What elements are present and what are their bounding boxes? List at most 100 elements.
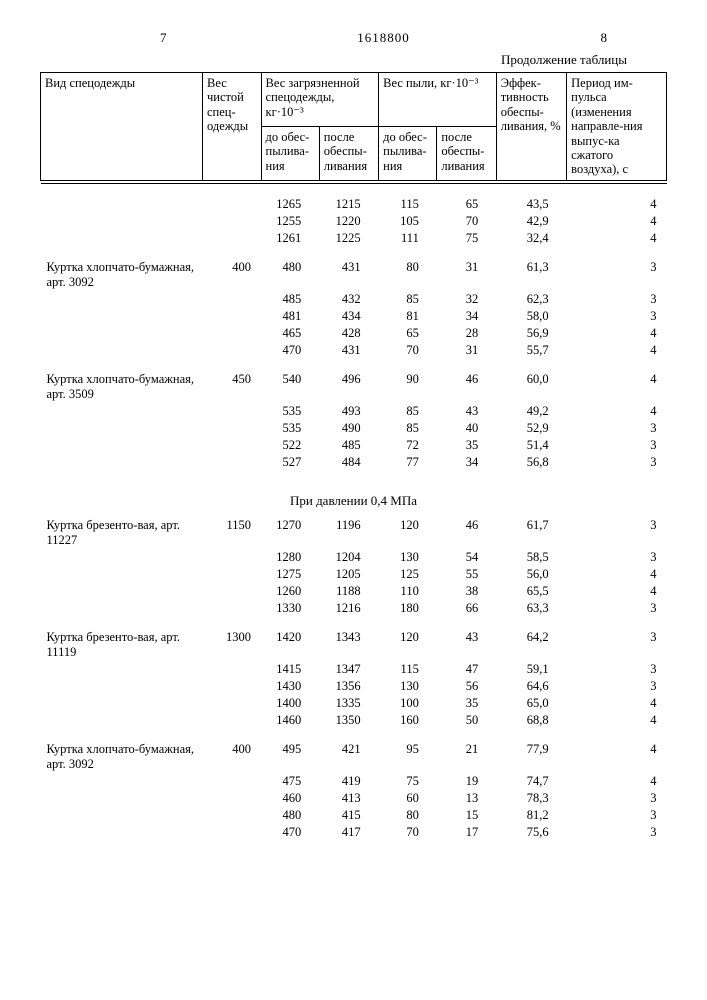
table-row: Куртка хлопчато-бумажная, арт. 350945054… [41,371,667,403]
cell-dust-before: 70 [379,824,437,841]
cell-pulse: 4 [567,403,667,420]
cell-dirty-after: 1225 [319,230,378,247]
cell-dust-after: 17 [437,824,496,841]
cell-label [41,790,203,807]
table-row: 126011881103865,54 [41,583,667,600]
page-header: 7 1618800 8 [40,30,667,46]
cell-dust-after: 56 [437,678,496,695]
col-pulse: Период им-пульса (изменения направле-ния… [567,73,667,181]
cell-dust-after: 31 [437,342,496,359]
cell-dirty-before: 522 [261,437,319,454]
cell-label [41,583,203,600]
cell-dirty-after: 419 [319,773,378,790]
cell-dust-before: 81 [379,308,437,325]
cell-label [41,600,203,617]
cell-clean-weight [203,308,262,325]
cell-dust-before: 115 [379,661,437,678]
cell-efficiency: 81,2 [496,807,566,824]
continuation-label: Продолжение таблицы [40,52,627,68]
table-row: Куртка брезенто-вая, арт. 11227115012701… [41,517,667,549]
cell-dirty-after: 1356 [319,678,378,695]
cell-pulse: 3 [567,291,667,308]
cell-pulse: 3 [567,420,667,437]
cell-clean-weight [203,566,262,583]
cell-pulse: 4 [567,371,667,403]
cell-dust-after: 66 [437,600,496,617]
cell-clean-weight [203,583,262,600]
cell-pulse: 4 [567,196,667,213]
cell-dust-after: 13 [437,790,496,807]
cell-clean-weight [203,196,262,213]
cell-dirty-after: 1347 [319,661,378,678]
cell-efficiency: 55,7 [496,342,566,359]
cell-dirty-after: 1335 [319,695,378,712]
cell-dirty-before: 1415 [261,661,319,678]
cell-dust-before: 80 [379,259,437,291]
cell-efficiency: 61,3 [496,259,566,291]
cell-label [41,403,203,420]
cell-efficiency: 65,5 [496,583,566,600]
cell-dust-after: 35 [437,437,496,454]
cell-pulse: 4 [567,712,667,729]
cell-efficiency: 59,1 [496,661,566,678]
cell-clean-weight [203,807,262,824]
table-row: 535490854052,93 [41,420,667,437]
table-row: 481434813458,03 [41,308,667,325]
table-row: 460413601378,33 [41,790,667,807]
cell-clean-weight [203,549,262,566]
cell-dirty-before: 535 [261,420,319,437]
cell-dirty-after: 432 [319,291,378,308]
cell-efficiency: 51,4 [496,437,566,454]
cell-label [41,291,203,308]
cell-pulse: 3 [567,437,667,454]
cell-clean-weight [203,773,262,790]
cell-label [41,230,203,247]
cell-clean-weight [203,403,262,420]
cell-dust-after: 35 [437,695,496,712]
cell-dirty-before: 1260 [261,583,319,600]
data-table: Вид спецодежды Вес чистой спец-одежды Ве… [40,72,667,853]
cell-dust-before: 115 [379,196,437,213]
cell-dirty-after: 413 [319,790,378,807]
cell-dust-before: 120 [379,517,437,549]
cell-clean-weight [203,712,262,729]
cell-clean-weight [203,230,262,247]
cell-dirty-before: 1430 [261,678,319,695]
cell-dust-before: 130 [379,678,437,695]
cell-dust-before: 100 [379,695,437,712]
cell-dust-after: 46 [437,371,496,403]
cell-dirty-after: 415 [319,807,378,824]
col-efficiency: Эффек-тивность обеспы-ливания, % [496,73,566,181]
cell-dust-after: 43 [437,403,496,420]
cell-pulse: 3 [567,807,667,824]
table-row: 535493854349,24 [41,403,667,420]
table-header: Вид спецодежды Вес чистой спец-одежды Ве… [41,73,667,181]
cell-dust-after: 55 [437,566,496,583]
cell-dust-before: 72 [379,437,437,454]
cell-dirty-after: 1196 [319,517,378,549]
cell-label [41,678,203,695]
section-label: При давлении 0,4 МПа [41,483,667,517]
cell-efficiency: 58,0 [496,308,566,325]
cell-label: Куртка хлопчато-бумажная, арт. 3092 [41,259,203,291]
cell-label [41,308,203,325]
table-row: 128012041305458,53 [41,549,667,566]
table-row: 522485723551,43 [41,437,667,454]
cell-dirty-before: 535 [261,403,319,420]
cell-pulse: 3 [567,259,667,291]
cell-dust-after: 34 [437,454,496,471]
cell-dust-after: 21 [437,741,496,773]
cell-clean-weight [203,291,262,308]
table-row: 470431703155,74 [41,342,667,359]
cell-label [41,824,203,841]
cell-label [41,437,203,454]
cell-dust-before: 90 [379,371,437,403]
cell-dirty-before: 527 [261,454,319,471]
cell-dirty-after: 417 [319,824,378,841]
cell-dust-before: 95 [379,741,437,773]
col-dust-before: до обес-пылива-ния [379,126,437,180]
table-row: 125512201057042,94 [41,213,667,230]
cell-dirty-after: 421 [319,741,378,773]
cell-dust-before: 105 [379,213,437,230]
cell-dust-after: 31 [437,259,496,291]
